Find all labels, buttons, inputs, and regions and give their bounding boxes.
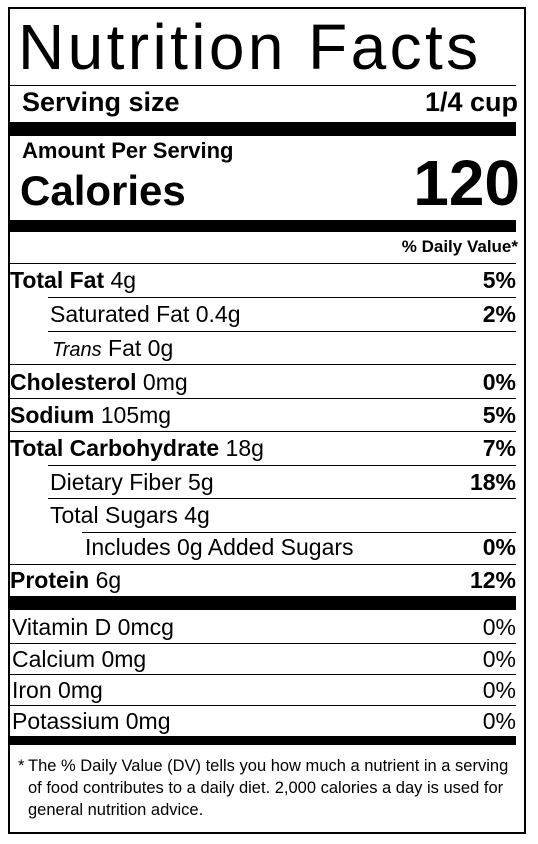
- vitamin-row-vitamin-d: Vitamin D 0mcg 0%: [10, 611, 516, 643]
- nutrient-name: Fat: [108, 335, 142, 361]
- vitamin-dv: 0%: [482, 646, 516, 672]
- nutrient-dv: 18%: [469, 469, 516, 495]
- nutrient-name: Total Carbohydrate: [10, 435, 220, 461]
- nutrient-dv: 0%: [482, 534, 516, 560]
- nutrient-dv: 12%: [469, 567, 516, 593]
- divider: [10, 705, 516, 706]
- serving-size-value: 1/4 cup: [424, 87, 518, 117]
- nutrient-name: Includes 0g Added Sugars: [85, 534, 354, 560]
- nutrient-amount: 4g: [110, 267, 137, 293]
- vitamin-name: Potassium: [12, 708, 120, 734]
- thick-divider-protein: [10, 596, 516, 610]
- nutrient-name: Protein: [10, 567, 90, 593]
- footnote: * The % Daily Value (DV) tells you how m…: [18, 755, 516, 821]
- nutrient-amount: 5g: [188, 469, 214, 495]
- calories-label: Calories: [20, 167, 186, 214]
- thick-divider-calories: [10, 220, 516, 232]
- nutrient-row-total-fat: Total Fat 4g 5%: [10, 264, 516, 296]
- nutrient-dv: 7%: [482, 435, 516, 461]
- nutrient-dv: 2%: [482, 301, 516, 327]
- nutrient-name: Total Sugars: [50, 502, 178, 528]
- nutrient-amount: 6g: [95, 567, 122, 593]
- amount-per-serving: Amount Per Serving: [22, 138, 234, 163]
- nutrient-row-total-carbohydrate: Total Carbohydrate 18g 7%: [10, 432, 516, 464]
- nutrient-row-saturated-fat: Saturated Fat 0.4g 2%: [10, 298, 516, 330]
- vitamin-amount: 0mg: [101, 646, 147, 672]
- divider: [10, 431, 516, 432]
- divider: [48, 331, 516, 332]
- nutrient-row-cholesterol: Cholesterol 0mg 0%: [10, 366, 516, 398]
- nutrient-row-added-sugars: Includes 0g Added Sugars 0%: [10, 531, 516, 563]
- label-title: Nutrition Facts: [18, 11, 482, 83]
- nutrient-dv: 5%: [482, 402, 516, 428]
- divider: [82, 532, 516, 533]
- nutrient-amount: 0g: [147, 335, 174, 361]
- nutrient-name: Sodium: [10, 402, 95, 428]
- serving-size-label: Serving size: [22, 87, 180, 117]
- vitamin-name: Calcium: [12, 646, 96, 672]
- thick-divider-footnote: [10, 736, 516, 745]
- vitamin-dv: 0%: [482, 708, 516, 734]
- nutrient-amount: 4g: [184, 502, 210, 528]
- divider: [10, 643, 516, 644]
- nutrient-name: Cholesterol: [10, 369, 137, 395]
- vitamin-row-calcium: Calcium 0mg 0%: [10, 643, 516, 675]
- nutrient-row-dietary-fiber: Dietary Fiber 5g 18%: [10, 466, 516, 498]
- vitamin-dv: 0%: [482, 614, 516, 640]
- nutrient-amount: 105mg: [100, 402, 172, 428]
- vitamin-amount: 0mg: [125, 708, 171, 734]
- calories-value: 120: [413, 147, 520, 219]
- divider: [10, 398, 516, 399]
- nutrient-name: Dietary Fiber: [50, 469, 182, 495]
- vitamin-amount: 0mcg: [117, 614, 174, 640]
- vitamin-name: Vitamin D: [12, 614, 112, 640]
- nutrient-row-trans-fat: Trans Fat 0g: [10, 332, 516, 364]
- thick-divider-serving: [10, 122, 516, 136]
- vitamin-row-potassium: Potassium 0mg 0%: [10, 705, 516, 737]
- nutrient-name-italic: Trans: [52, 339, 102, 361]
- divider: [48, 465, 516, 466]
- divider: [10, 564, 516, 565]
- nutrient-amount: 0.4g: [195, 301, 241, 327]
- nutrient-row-total-sugars: Total Sugars 4g: [10, 499, 516, 531]
- nutrition-label: [8, 7, 526, 834]
- nutrient-name: Saturated Fat: [50, 301, 190, 327]
- nutrient-dv: 0%: [482, 369, 516, 395]
- divider: [48, 498, 516, 499]
- nutrient-name: Total Fat: [10, 267, 105, 293]
- vitamin-row-iron: Iron 0mg 0%: [10, 674, 516, 706]
- vitamin-dv: 0%: [482, 677, 516, 703]
- nutrient-dv: 5%: [482, 267, 516, 293]
- nutrient-amount: 18g: [225, 435, 264, 461]
- nutrient-row-sodium: Sodium 105mg 5%: [10, 399, 516, 431]
- divider: [10, 364, 516, 365]
- divider: [10, 263, 516, 264]
- footnote-text: The % Daily Value (DV) tells you how muc…: [28, 757, 509, 819]
- nutrient-amount: 0mg: [142, 369, 188, 395]
- vitamin-amount: 0mg: [58, 677, 103, 703]
- footnote-asterisk: *: [18, 757, 25, 775]
- divider: [10, 674, 516, 675]
- daily-value-header: % Daily Value*: [401, 237, 518, 256]
- nutrient-row-protein: Protein 6g 12%: [10, 564, 516, 596]
- vitamin-name: Iron: [12, 677, 52, 703]
- title-divider: [10, 85, 516, 86]
- divider: [48, 297, 516, 298]
